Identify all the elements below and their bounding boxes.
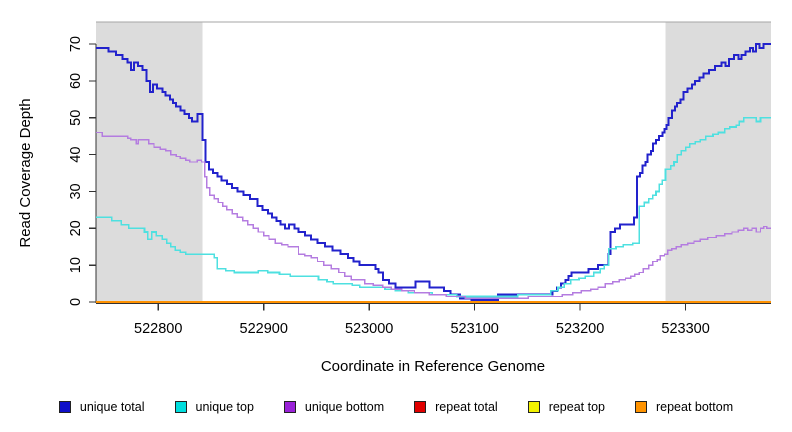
shaded-regions [96,21,771,304]
series-lines [96,43,771,303]
plot-svg: 522800 522900 523000 523100 523200 523300 0 10 2… [17,21,771,375]
legend-swatch-unique-top [174,401,187,413]
legend: unique total unique top unique bottom repea… [0,394,792,420]
x-tick-label: 523200 [556,321,604,337]
legend-label: unique bottom [304,400,385,414]
legend-label: repeat bottom [655,400,734,414]
shaded-region-left-flank [96,22,203,304]
legend-swatch-unique-bottom [283,401,296,413]
y-tick-label: 30 [68,183,84,199]
y-axis-title: Read Coverage Depth [17,98,34,247]
legend-item-repeat-total: repeat total [414,400,498,414]
y-tick-label: 40 [68,147,84,163]
legend-swatch-unique-total [58,401,71,413]
legend-label: repeat top [548,400,605,414]
x-tick-label: 522800 [134,321,182,337]
legend-item-repeat-bottom: repeat bottom [634,400,734,414]
y-tick-label: 20 [68,220,84,236]
series-line-unique-total [96,43,771,302]
legend-swatch-repeat-top [527,401,540,413]
series-line-unique-bottom [96,131,771,299]
y-tick-label: 70 [68,36,84,52]
legend-label: unique total [79,400,145,414]
axes: 522800 522900 523000 523100 523200 523300 0 10 2… [68,36,771,337]
legend-item-unique-total: unique total [58,400,145,414]
x-tick-label: 522900 [240,321,288,337]
legend-item-unique-bottom: unique bottom [283,400,385,414]
x-tick-label: 523100 [450,321,498,337]
legend-label: unique top [195,400,254,414]
legend-item-repeat-top: repeat top [527,400,605,414]
x-tick-label: 523000 [345,321,393,337]
y-tick-label: 50 [68,110,84,126]
y-tick-label: 60 [68,73,84,89]
x-axis-title: Coordinate in Reference Genome [321,358,545,375]
series-line-unique-top [96,117,771,298]
legend-swatch-repeat-total [414,401,427,413]
legend-swatch-repeat-bottom [634,401,647,413]
x-tick-label: 523300 [661,321,709,337]
legend-item-unique-top: unique top [174,400,254,414]
shaded-region-right-flank [665,22,771,304]
legend-label: repeat total [435,400,498,414]
y-tick-label: 10 [68,257,84,273]
y-tick-label: 0 [68,298,84,306]
